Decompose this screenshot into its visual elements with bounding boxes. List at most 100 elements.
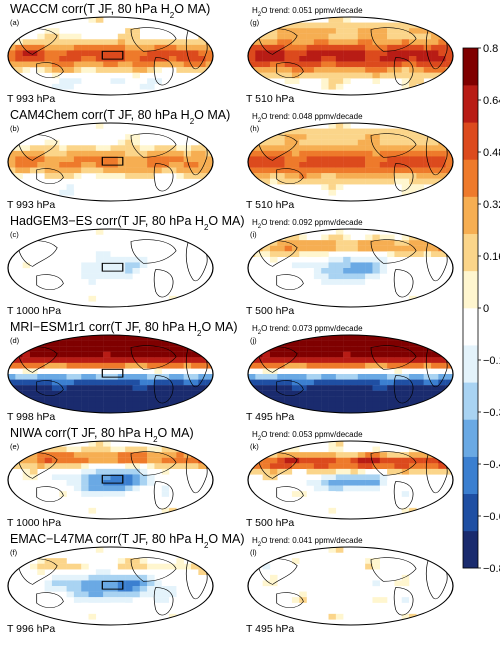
correlation-cell	[15, 173, 23, 179]
correlation-cell	[51, 474, 60, 481]
correlation-cell	[205, 362, 213, 369]
correlation-cell	[299, 507, 307, 514]
correlation-cell	[169, 162, 177, 168]
correlation-cell	[269, 145, 278, 152]
correlation-cell	[117, 78, 126, 85]
correlation-cell	[154, 463, 162, 470]
correlation-cell	[372, 44, 380, 51]
correlation-cell	[110, 452, 119, 458]
correlation-cell	[117, 407, 126, 413]
correlation-cell	[191, 463, 199, 470]
correlation-cell	[387, 128, 395, 135]
correlation-cell	[284, 468, 293, 475]
trend-value: O trend: 0.051 ppmv/decade	[261, 6, 363, 15]
correlation-cell	[379, 268, 388, 274]
correlation-cell	[161, 346, 170, 352]
correlation-cell	[262, 145, 271, 152]
correlation-cell	[372, 150, 380, 157]
correlation-cell	[416, 379, 424, 386]
correlation-cell	[306, 61, 315, 68]
correlation-cell	[198, 357, 206, 364]
correlation-cell	[379, 463, 388, 470]
correlation-cell	[313, 251, 322, 258]
correlation-cell	[335, 123, 344, 129]
correlation-cell	[191, 351, 199, 358]
correlation-cell	[321, 156, 329, 163]
correlation-cell	[191, 173, 199, 179]
correlation-cell	[117, 558, 126, 564]
correlation-cell	[95, 251, 104, 258]
correlation-cell	[51, 463, 60, 470]
correlation-cell	[154, 56, 162, 62]
panel-level: T 998 hPa	[7, 411, 55, 423]
correlation-cell	[416, 374, 424, 380]
correlation-cell	[198, 44, 206, 51]
correlation-cell	[438, 407, 446, 413]
correlation-cell	[445, 167, 453, 174]
correlation-cell	[409, 379, 417, 386]
correlation-cell	[73, 379, 82, 386]
correlation-cell	[299, 351, 307, 358]
correlation-cell	[15, 67, 23, 73]
correlation-cell	[343, 385, 351, 391]
panel-title-model: EMAC−L47MA corr(T JF, 80 hPa H	[10, 532, 204, 546]
correlation-cell	[387, 251, 395, 258]
correlation-cell	[176, 162, 184, 168]
panel-level: T 510 hPa	[246, 199, 294, 211]
correlation-cell	[248, 401, 256, 408]
correlation-cell	[161, 44, 170, 51]
correlation-cell	[394, 173, 402, 179]
correlation-cell	[335, 145, 344, 152]
coastline	[130, 557, 177, 582]
correlation-cell	[306, 468, 315, 475]
correlation-cell	[44, 67, 53, 73]
correlation-cell	[183, 346, 192, 352]
correlation-cell	[313, 178, 322, 185]
correlation-cell	[139, 563, 148, 570]
correlation-cell	[394, 401, 402, 408]
correlation-cell	[284, 480, 293, 486]
panel-title-tail: O MA)	[208, 532, 244, 546]
correlation-cell	[169, 44, 177, 51]
correlation-cell	[161, 597, 170, 603]
correlation-cell	[88, 56, 97, 62]
correlation-cell	[205, 83, 213, 90]
correlation-cell	[357, 39, 366, 46]
panel-title-model: MRI−ESM1r1 corr(T JF, 80 hPa H	[10, 320, 197, 334]
correlation-cell	[147, 591, 155, 598]
correlation-cell	[365, 480, 373, 486]
correlation-cell	[73, 340, 82, 347]
correlation-cell	[191, 379, 199, 386]
correlation-cell	[169, 379, 177, 386]
correlation-cell	[29, 597, 38, 603]
correlation-cell	[335, 340, 344, 347]
correlation-cell	[37, 597, 45, 603]
correlation-cell	[22, 468, 31, 475]
correlation-cell	[161, 446, 170, 453]
correlation-cell	[284, 50, 293, 57]
correlation-cell	[313, 457, 322, 464]
panel-trend: H2O trend: 0.092 ppmv/decade	[252, 218, 363, 230]
correlation-cell	[313, 340, 322, 347]
coastline	[36, 62, 64, 78]
correlation-cell	[139, 574, 148, 581]
correlation-cell	[81, 335, 89, 341]
correlation-cell	[394, 67, 402, 73]
correlation-cell	[95, 446, 104, 453]
correlation-cell	[423, 245, 432, 252]
correlation-cell	[205, 335, 213, 341]
correlation-cell	[22, 162, 31, 168]
correlation-cell	[73, 346, 82, 352]
map-panel-g	[247, 16, 454, 96]
correlation-cell	[37, 39, 45, 46]
correlation-cell	[37, 351, 45, 358]
correlation-cell	[205, 150, 213, 157]
correlation-cell	[262, 251, 271, 258]
correlation-cell	[37, 374, 45, 380]
correlation-cell	[103, 50, 111, 57]
correlation-cell	[445, 150, 453, 157]
correlation-cell	[321, 83, 329, 90]
correlation-cell	[66, 61, 75, 68]
correlation-cell	[117, 491, 126, 497]
correlation-cell	[117, 580, 126, 587]
